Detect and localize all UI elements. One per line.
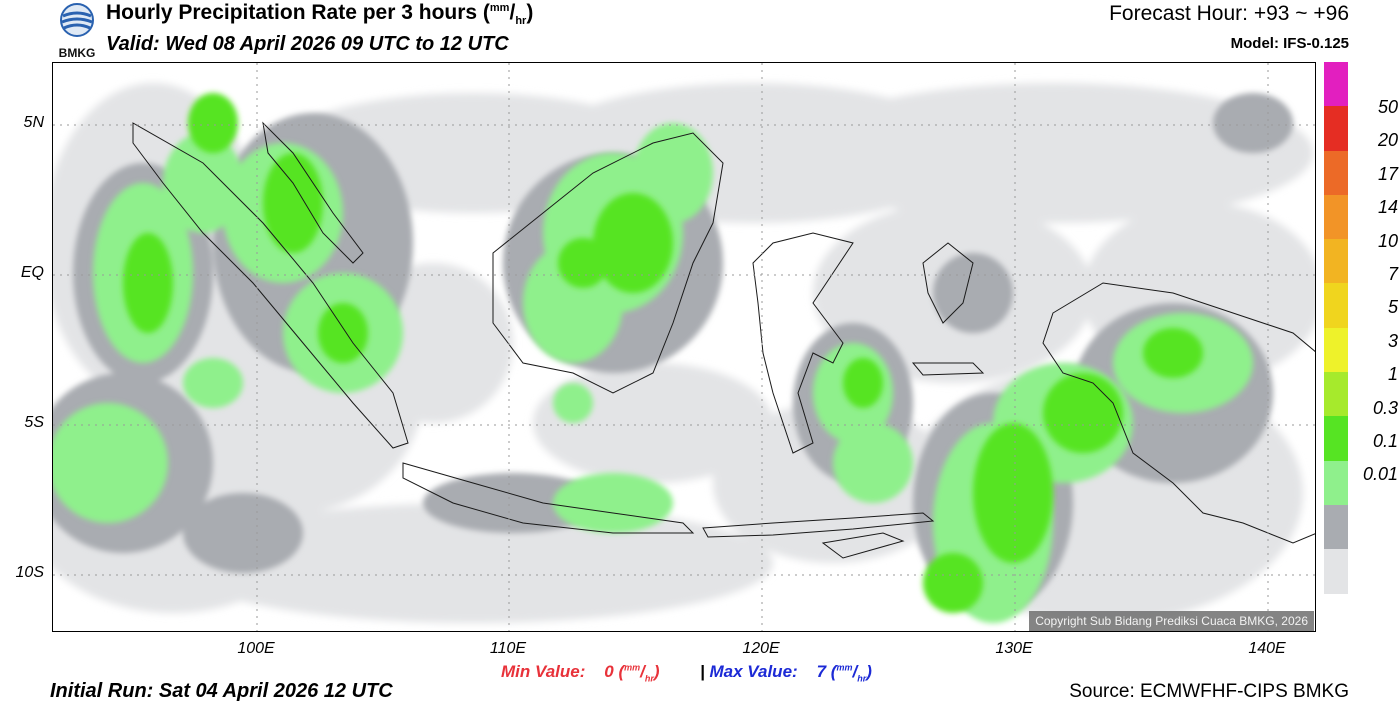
chart-title: Hourly Precipitation Rate per 3 hours (m… (106, 1, 534, 28)
lon-label-140e: 140E (1248, 640, 1286, 657)
lon-label-130e: 130E (995, 640, 1033, 657)
color-bar-swatch (1324, 150, 1348, 195)
color-bar-label: 0.01 (1362, 464, 1398, 485)
valid-period: Valid: Wed 08 April 2026 09 UTC to 12 UT… (106, 33, 509, 55)
color-bar-label: 5 (1387, 297, 1398, 318)
color-bar-swatch (1324, 416, 1348, 461)
min-value: Min Value: 0 (mm/hr) (501, 662, 660, 684)
color-bar-label: 0.1 (1372, 431, 1398, 451)
lon-label-120e: 120E (742, 640, 780, 657)
logo-text: BMKG (59, 46, 96, 60)
color-bar-label: 0.3 (1372, 397, 1398, 418)
color-bar-swatch (1324, 194, 1348, 240)
color-bar-swatch (1324, 549, 1348, 594)
lat-label-eq: EQ (20, 264, 44, 281)
graticule-layer (53, 63, 1315, 631)
initial-run: Initial Run: Sat 04 April 2026 12 UTC (50, 680, 393, 702)
forecast-hour: Forecast Hour: +93 ~ +96 (1109, 2, 1349, 25)
precip-green-layer (123, 93, 1203, 613)
coastline-layer (132, 121, 1315, 559)
color-bar-label: 17 (1377, 163, 1398, 184)
color-bar-swatch (1324, 239, 1348, 284)
model-name: Model: IFS-0.125 (1230, 35, 1349, 52)
lon-label-100e: 100E (237, 640, 275, 657)
color-bar-swatch (1324, 372, 1348, 417)
precipitation-map[interactable] (52, 62, 1316, 632)
color-bar-label: 50 (1377, 97, 1398, 117)
max-value: | Max Value: 7 (mm/hr) (700, 662, 872, 684)
color-bar-label: 3 (1387, 330, 1398, 351)
data-source: Source: ECMWFHF-CIPS BMKG (1069, 681, 1349, 702)
color-bar-swatch (1324, 327, 1348, 373)
lon-label-110e: 110E (489, 640, 527, 657)
color-bar-swatch (1324, 106, 1348, 151)
color-bar-swatch (1324, 62, 1348, 107)
color-bar-swatch (1324, 504, 1348, 550)
copyright-notice: Copyright Sub Bidang Prediksi Cuaca BMKG… (1029, 611, 1314, 631)
color-bar-label: 20 (1377, 130, 1398, 151)
color-bar-label: 10 (1377, 230, 1398, 251)
lat-label-5n: 5N (23, 114, 44, 131)
lat-label-10s: 10S (15, 564, 44, 581)
color-bar-swatch (1324, 283, 1348, 328)
color-bar-label: 1 (1387, 364, 1398, 385)
color-bar-label: 7 (1387, 264, 1398, 284)
color-bar-swatch (1324, 460, 1348, 505)
lat-label-5s: 5S (24, 414, 44, 431)
color-bar (1324, 62, 1348, 594)
bmkg-logo: BMKG (52, 2, 102, 60)
color-bar-label: 14 (1377, 197, 1398, 218)
